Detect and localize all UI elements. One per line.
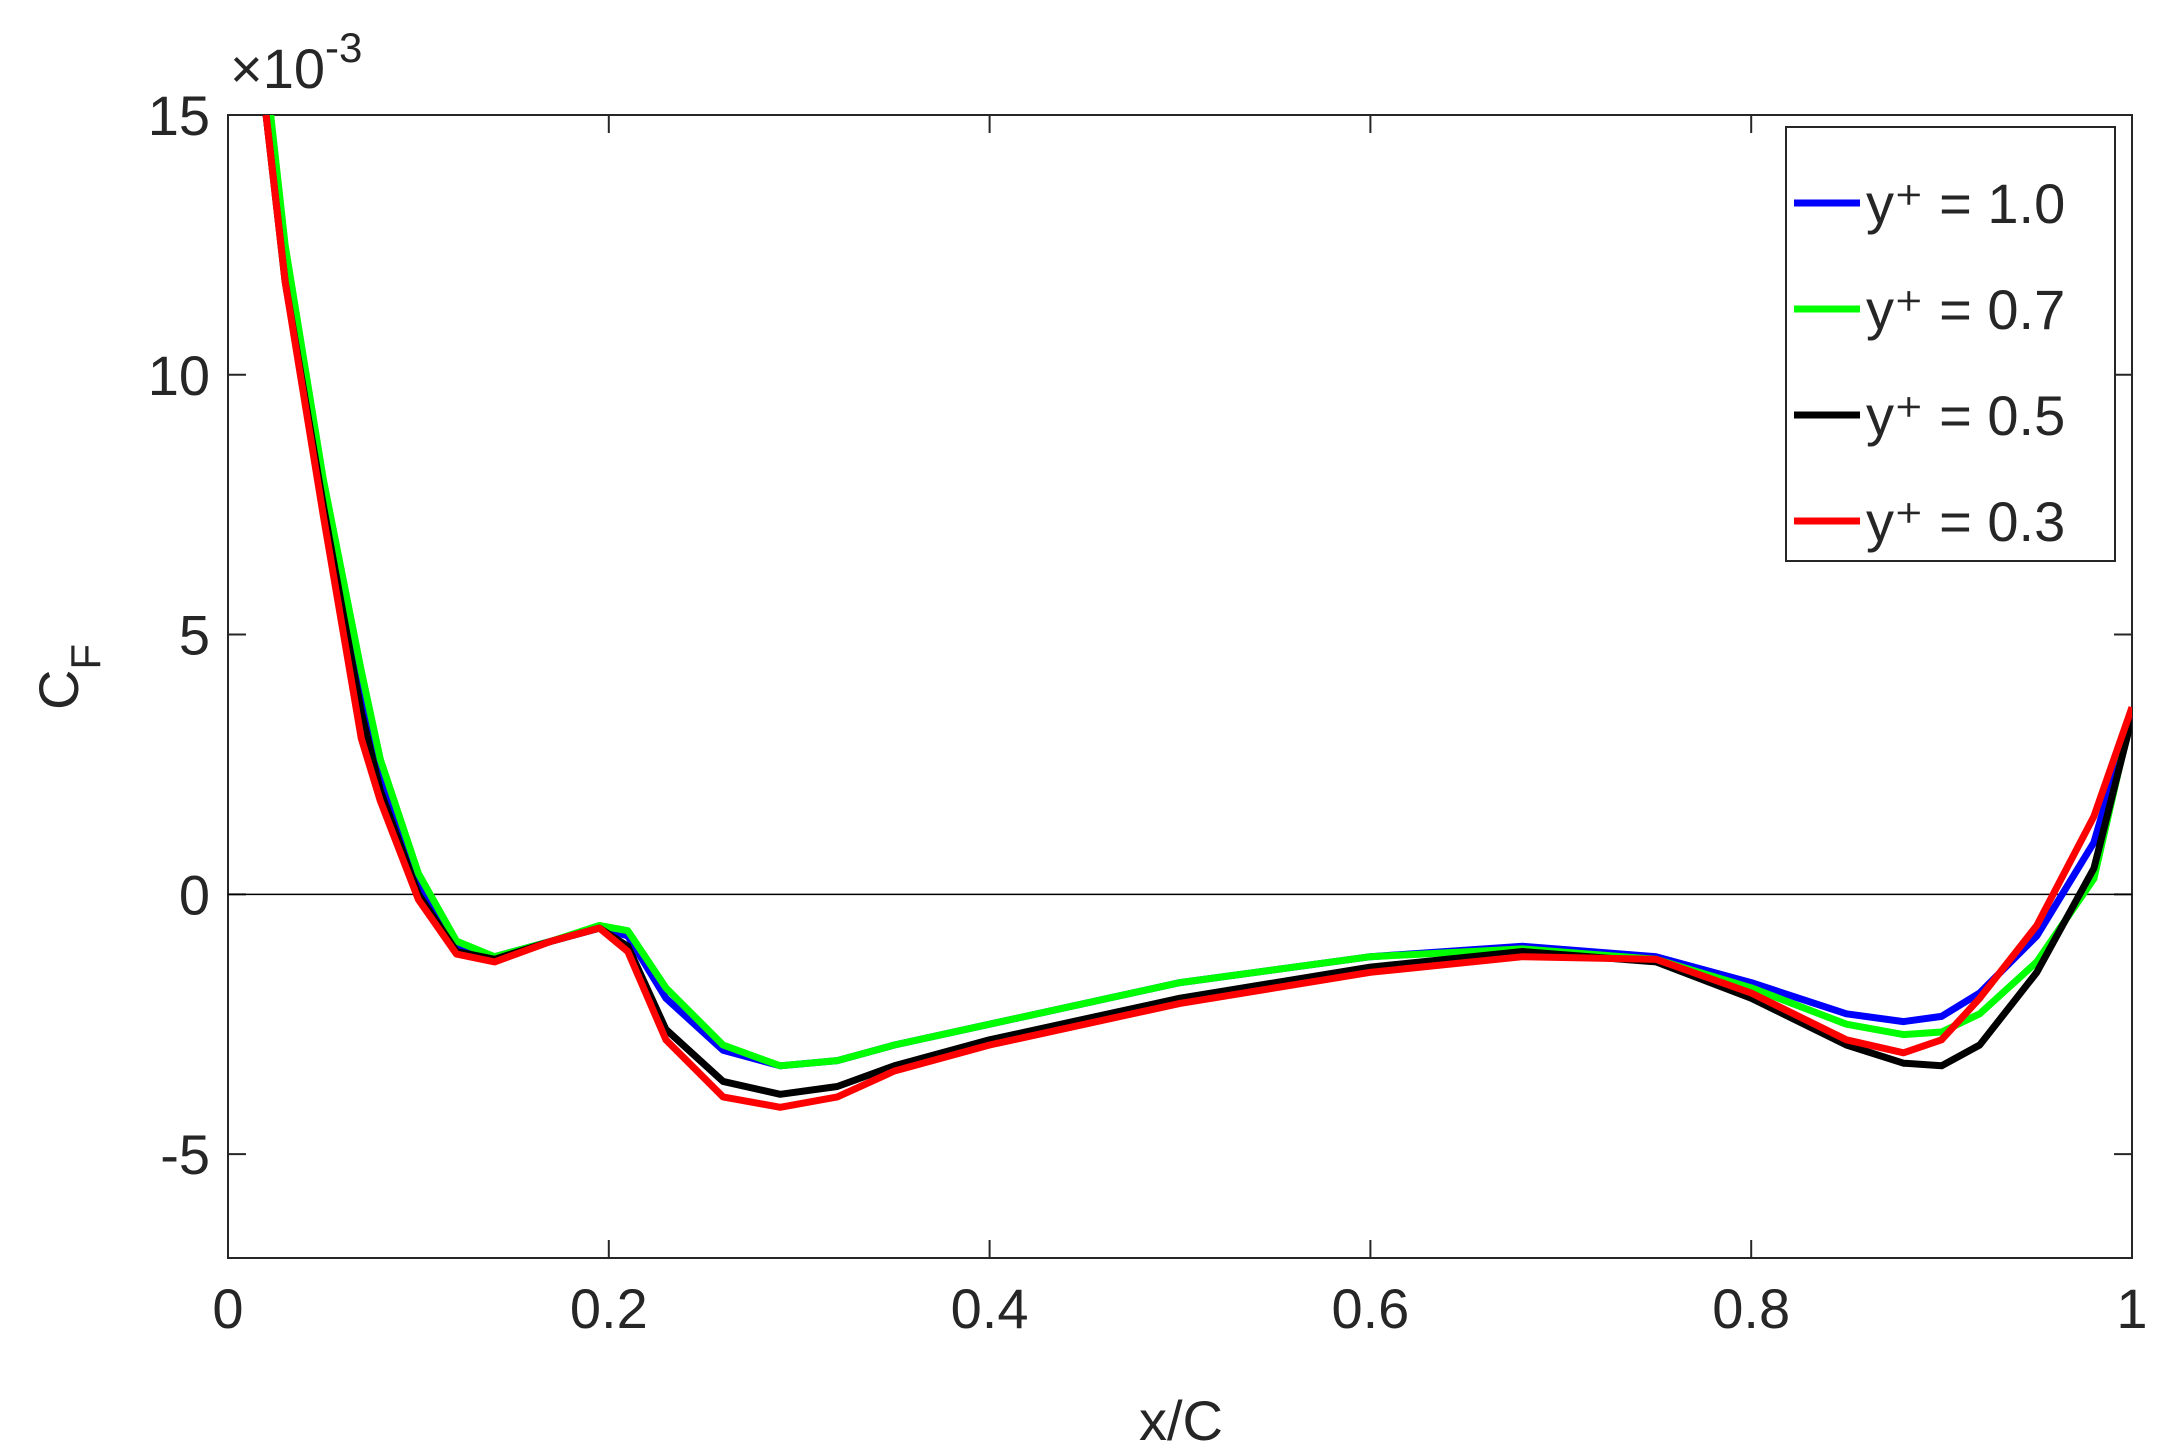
y-axis-label-sub: F (62, 644, 109, 670)
legend-label: y⁺ = 0.3 (1866, 490, 2065, 553)
legend-label: y⁺ = 0.7 (1866, 278, 2065, 341)
y-tick-label: -5 (160, 1123, 210, 1186)
y-tick-label: 0 (179, 863, 210, 926)
y-axis-label-main: C (27, 670, 90, 710)
series-group (262, 115, 2132, 1111)
legend-label: y⁺ = 1.0 (1866, 172, 2065, 235)
x-tick-label: 0.6 (1331, 1277, 1409, 1340)
x-tick-label: 1 (2116, 1277, 2147, 1340)
y-tick-label: 10 (148, 344, 210, 407)
y-tick-label: 5 (179, 604, 210, 667)
x-tick-label: 0.4 (951, 1277, 1029, 1340)
y-multiplier-exponent: -3 (325, 24, 362, 71)
legend-box (1785, 126, 2116, 562)
y-axis-label: CF (27, 644, 109, 710)
y-multiplier: ×10-3 (230, 24, 362, 100)
series-line (267, 115, 2132, 1070)
legend-label: y⁺ = 0.5 (1866, 384, 2065, 447)
series-line (262, 115, 2132, 1111)
x-tick-label: 0.2 (570, 1277, 648, 1340)
y-multiplier-base: ×10 (230, 37, 325, 100)
x-axis-label: x/C (1139, 1389, 1223, 1452)
y-tick-label: 15 (148, 84, 210, 147)
x-tick-label: 0 (212, 1277, 243, 1340)
x-tick-label: 0.8 (1712, 1277, 1790, 1340)
